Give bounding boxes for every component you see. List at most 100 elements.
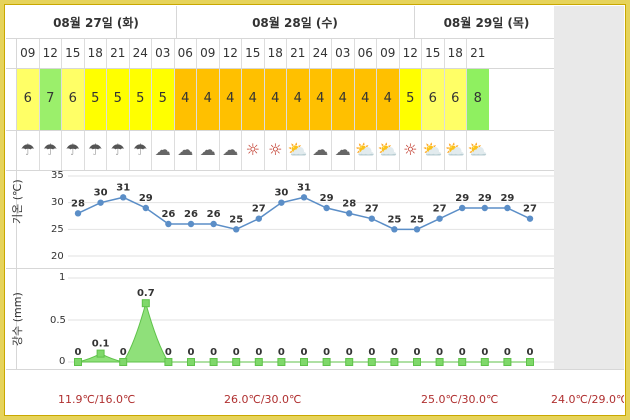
hour-cell: 15 [241, 38, 264, 68]
hour-cell: 24 [128, 38, 152, 68]
cloud-icon: ☁ [331, 130, 354, 170]
rain-data-label: 0 [391, 347, 398, 358]
rain-data-label: 0 [120, 347, 127, 358]
hour-cell: 24 [308, 38, 332, 68]
rain-data-label: 0 [278, 347, 285, 358]
date-header-2: 08월 29일 (목) [443, 15, 530, 30]
rain-tick-1: 1 [59, 272, 66, 283]
partly-icon: ⛅ [443, 130, 467, 170]
temp-line [77, 196, 531, 231]
temp-point [255, 215, 262, 222]
temp-point [481, 204, 488, 212]
rain-icon: ☂ [38, 130, 62, 170]
temp-point [323, 204, 330, 212]
temp-point [413, 226, 421, 233]
cloud-icon: ☁ [173, 130, 197, 170]
rain-area [77, 301, 530, 363]
rain-data-label: 0 [188, 347, 195, 358]
rain-point [187, 358, 195, 366]
sky-index-cell: 5 [128, 68, 151, 130]
rain-tick-0: 0 [59, 356, 66, 367]
temp-data-label: 25 [410, 214, 424, 225]
rain-axis-label: 강수 (mm) [11, 292, 24, 346]
partly-icon: ⛅ [376, 130, 399, 170]
next-day-shaded-area [554, 6, 624, 369]
row-separator [6, 68, 554, 69]
hour-cell: 21 [466, 38, 489, 68]
range-day-30: 24.0℃/29.0℃ [551, 393, 624, 406]
rain-icon: ☂ [106, 130, 129, 170]
temp-data-label: 29 [139, 193, 153, 204]
sky-index-cell: 4 [376, 68, 399, 130]
temp-data-label: 25 [229, 214, 243, 225]
sky-index-cell: 4 [331, 68, 354, 130]
hour-cell: 12 [218, 38, 242, 68]
rain-data-label: 0.1 [92, 339, 110, 350]
row-separator [6, 170, 554, 171]
rain-data-label: 0 [75, 347, 82, 358]
temp-point [278, 199, 285, 206]
temp-point [233, 226, 240, 233]
sun-icon: ☼ [398, 130, 422, 170]
sky-index-cell: 6 [61, 68, 84, 130]
temp-axis-label: 기온 (℃) [11, 179, 24, 224]
hour-cell: 03 [331, 38, 354, 68]
rain-point [413, 358, 421, 366]
temp-data-label: 28 [342, 198, 356, 209]
rain-point [526, 358, 534, 366]
temp-data-label: 29 [455, 193, 469, 204]
sky-index-cell: 4 [241, 68, 264, 130]
temp-tick-30: 30 [51, 197, 64, 208]
temp-data-label: 29 [478, 193, 492, 204]
temp-tick-25: 25 [51, 224, 64, 235]
temp-point [459, 204, 466, 212]
rain-point [277, 358, 286, 366]
temp-data-label: 27 [252, 204, 266, 215]
sun-icon: ☼ [263, 130, 287, 170]
rain-point [458, 358, 467, 366]
rain-data-label: 0.7 [137, 288, 155, 299]
column-separator [16, 38, 17, 370]
hour-cell: 21 [286, 38, 309, 68]
hour-cell: 21 [106, 38, 129, 68]
row-separator [6, 130, 554, 131]
sky-index-cell: 7 [38, 68, 61, 130]
temp-data-label: 27 [523, 204, 537, 215]
temp-point [391, 226, 398, 233]
rain-data-label: 0 [527, 347, 534, 358]
rain-point [232, 358, 241, 366]
rain-data-label: 0 [481, 347, 488, 358]
rain-point [345, 358, 354, 366]
rain-point [209, 358, 218, 366]
temp-data-label: 26 [207, 209, 221, 220]
sky-index-cell: 4 [196, 68, 219, 130]
temp-point [210, 220, 217, 228]
rain-point [503, 358, 512, 366]
cloud-icon: ☁ [151, 130, 174, 170]
sky-index-cell: 4 [263, 68, 286, 130]
rain-point [390, 358, 399, 366]
sky-index-cell: 4 [353, 68, 376, 130]
sky-index-cell: 5 [83, 68, 106, 130]
sky-index-cell: 8 [466, 68, 489, 130]
rain-point [254, 358, 263, 366]
temp-point [526, 215, 534, 222]
rain-data-label: 0 [459, 347, 466, 358]
rain-icon: ☂ [61, 130, 84, 170]
hour-cell: 18 [443, 38, 467, 68]
temp-data-label: 27 [365, 204, 379, 215]
rain-point [435, 358, 444, 366]
rain-data-label: 0 [346, 347, 353, 358]
hour-cell: 09 [376, 38, 399, 68]
range-day-28: 26.0℃/30.0℃ [224, 393, 302, 406]
sun-icon: ☼ [241, 130, 264, 170]
rain-point [367, 358, 376, 366]
rain-data-label: 0 [368, 347, 375, 358]
rain-data-label: 0 [255, 347, 262, 358]
row-separator [6, 268, 554, 269]
rain-data-label: 0 [233, 347, 240, 358]
hour-cell: 12 [398, 38, 422, 68]
hour-cell: 18 [263, 38, 287, 68]
range-day-27: 11.9℃/16.0℃ [58, 393, 136, 406]
